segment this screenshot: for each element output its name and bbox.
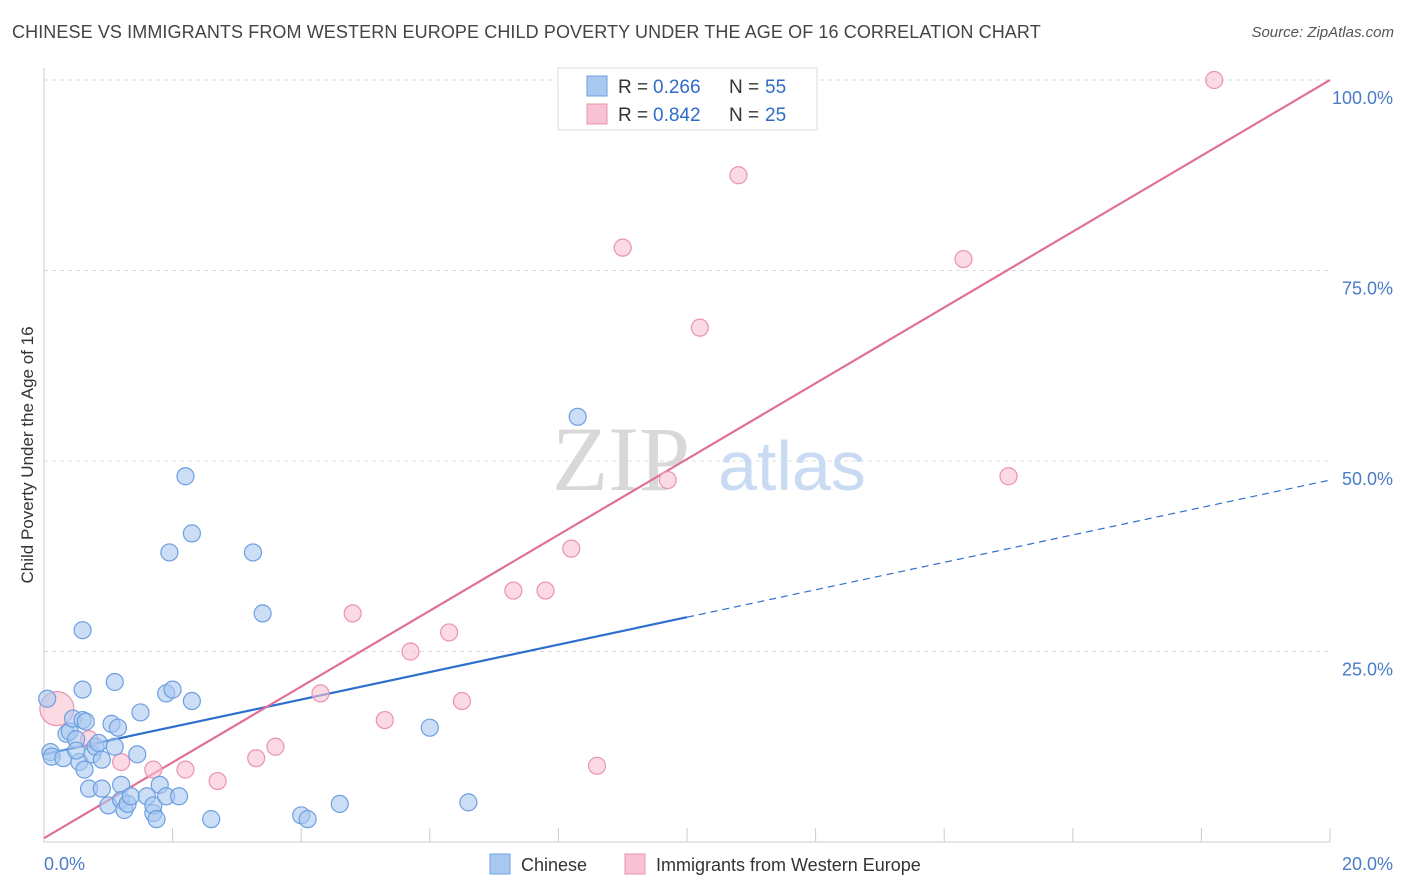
x-axis-ticks [172, 828, 1331, 842]
western-europe-point [954, 249, 973, 269]
legend-swatch-chinese [586, 75, 608, 97]
chinese-point [73, 680, 92, 699]
chinese-point [131, 703, 150, 722]
western-europe-point [658, 470, 677, 490]
chinese-point [89, 733, 108, 753]
western-europe-point [176, 760, 195, 779]
correlation-legend: R = 0.266 N = 55 R = 0.842 N = 25 [557, 67, 818, 131]
y-tick-label-25: 25.0% [1342, 660, 1393, 680]
western-europe-point [375, 710, 394, 730]
legend-n-label-western: N = [729, 105, 759, 126]
western-europe-trend-line [43, 79, 1331, 840]
chinese-point [128, 745, 147, 764]
chinese-point [76, 712, 95, 731]
chinese-trend-line [43, 616, 688, 756]
legend-r-label-western: R = [618, 105, 648, 126]
series-legend-label-chinese: Chinese [521, 855, 587, 875]
chinese-point [182, 524, 201, 543]
chinese-point [568, 407, 587, 426]
chart-title: CHINESE VS IMMIGRANTS FROM WESTERN EUROP… [12, 22, 1041, 42]
chinese-point [202, 810, 221, 829]
western-europe-point [690, 318, 709, 337]
chinese-point [105, 737, 124, 756]
western-europe-point [439, 623, 459, 642]
chinese-point [75, 760, 94, 779]
western-europe-point [247, 749, 266, 768]
chart-source: Source: ZipAtlas.com [1251, 24, 1394, 41]
y-tick-label-50: 50.0% [1342, 469, 1393, 489]
chinese-point [330, 794, 349, 814]
chinese-point [243, 543, 263, 562]
y-tick-label-75: 75.0% [1342, 279, 1393, 299]
chinese-trend-line-extension [686, 479, 1331, 618]
western-europe-point [266, 737, 285, 756]
legend-swatch-western [586, 103, 608, 125]
legend-r-value-western: 0.842 [653, 105, 701, 126]
western-europe-point [208, 771, 227, 791]
chinese-point [108, 718, 128, 737]
chinese-point [92, 750, 111, 769]
western-europe-point [1205, 70, 1224, 90]
chinese-point [67, 741, 86, 760]
western-europe-point [401, 642, 420, 661]
trend-lines [43, 79, 1331, 840]
western-europe-point [343, 604, 362, 623]
chinese-point [182, 691, 201, 711]
chinese-point [169, 787, 189, 806]
chinese-point [160, 543, 179, 562]
chinese-points [38, 407, 587, 829]
series-legend-label-western: Immigrants from Western Europe [656, 855, 921, 875]
x-tick-label-max: 20.0% [1342, 854, 1393, 874]
y-axis-title: Child Poverty Under the Age of 16 [18, 326, 37, 583]
chinese-point [298, 810, 317, 829]
watermark-atlas: atlas [718, 427, 866, 505]
series-legend: Chinese Immigrants from Western Europe [489, 853, 921, 875]
western-europe-point [562, 539, 581, 558]
chinese-point [253, 604, 272, 623]
legend-n-value-western: 25 [765, 105, 786, 126]
chinese-point [147, 810, 166, 829]
western-europe-point [587, 756, 607, 775]
series-legend-swatch-western [624, 853, 646, 875]
chinese-point [105, 672, 124, 692]
chinese-point [73, 621, 92, 640]
western-europe-point [144, 760, 163, 779]
western-europe-point [613, 238, 632, 257]
legend-r-value-chinese: 0.266 [653, 77, 701, 98]
chinese-point [92, 779, 111, 798]
chinese-point [459, 793, 478, 812]
western-europe-point [504, 581, 523, 600]
western-europe-point [999, 467, 1018, 486]
legend-n-value-chinese: 55 [765, 77, 786, 98]
series-legend-swatch-chinese [489, 853, 511, 875]
chinese-point [38, 689, 57, 708]
legend-n-label-chinese: N = [729, 77, 759, 98]
western-europe-point [452, 691, 472, 711]
y-axis-tick-labels: 25.0% 50.0% 75.0% 100.0% [1332, 88, 1393, 680]
chinese-point [163, 680, 182, 699]
western-europe-point [112, 752, 131, 772]
gridlines [44, 79, 1330, 652]
chinese-point [176, 467, 195, 486]
y-tick-label-100: 100.0% [1332, 88, 1393, 108]
chinese-point [121, 787, 140, 806]
legend-r-label-chinese: R = [618, 77, 648, 98]
western-europe-point [311, 684, 330, 703]
western-europe-point [729, 166, 748, 185]
x-tick-label-min: 0.0% [44, 854, 85, 874]
western-europe-point [536, 581, 555, 600]
chinese-point [420, 718, 439, 737]
